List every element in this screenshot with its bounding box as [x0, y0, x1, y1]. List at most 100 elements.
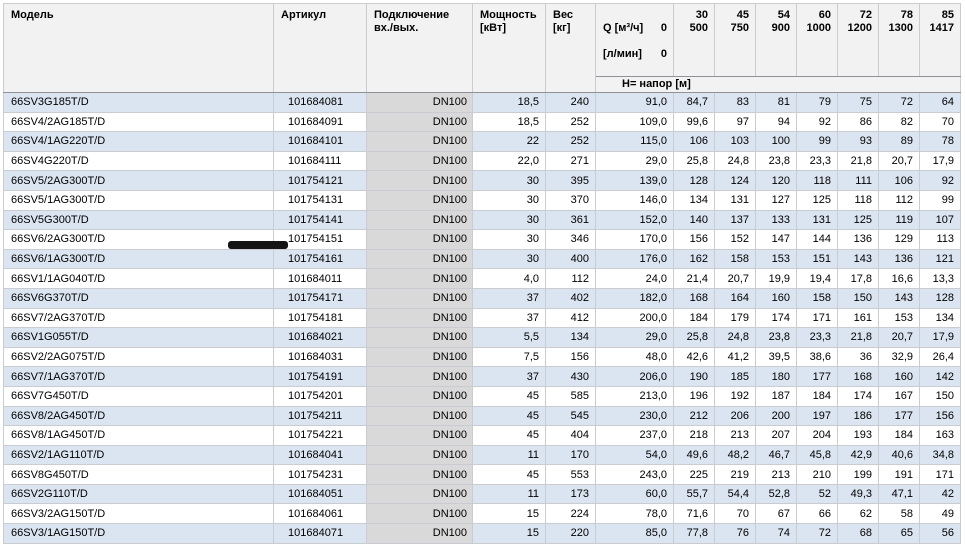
cell-head-5: 36	[837, 346, 879, 368]
cell-head-2: 213	[714, 425, 756, 446]
cell-head-2: 97	[714, 111, 756, 133]
flow-lmin-value: 900	[771, 22, 790, 34]
cell-connection: DN100	[366, 248, 473, 270]
column-header-power: Мощность [кВт]	[472, 3, 546, 93]
table-row: 66SV3/1AG150T/D 101684071 DN100 15 220 85,0 77…	[3, 523, 961, 544]
cell-power: 45	[472, 425, 546, 446]
cell-head-1: 128	[673, 170, 715, 191]
cell-head-5: 62	[837, 503, 879, 525]
cell-head-0: 29,0	[595, 150, 674, 172]
cell-head-1: 162	[673, 248, 715, 270]
table-row: 66SV5G300T/D 101754141 DN100 30 361 152,0 140 1…	[3, 209, 961, 231]
cell-head-6: 58	[878, 503, 920, 525]
cell-model: 66SV2/2AG075T/D	[3, 346, 274, 368]
cell-head-7: 56	[919, 523, 961, 544]
cell-head-4: 151	[796, 248, 838, 270]
cell-head-1: 184	[673, 307, 715, 329]
flow-unit-label-lmin: [л/мин]	[603, 48, 642, 60]
cell-article: 101684051	[273, 483, 367, 505]
cell-head-2: 185	[714, 366, 756, 387]
cell-head-0: 176,0	[595, 248, 674, 270]
cell-head-1: 71,6	[673, 503, 715, 525]
cell-head-2: 41,2	[714, 346, 756, 368]
cell-head-7: 171	[919, 464, 961, 485]
flow-lmin-value: 500	[689, 22, 708, 34]
cell-connection: DN100	[366, 92, 473, 113]
cell-head-5: 143	[837, 248, 879, 270]
cell-head-3: 160	[755, 287, 797, 309]
cell-head-6: 112	[878, 189, 920, 211]
flow-m3h-value: 85	[941, 9, 954, 21]
cell-head-7: 49	[919, 503, 961, 525]
table-row: 66SV4/1AG220T/D 101684101 DN100 22 252 115,0 1…	[3, 131, 961, 152]
table-row: 66SV6/1AG300T/D 101754161 DN100 30 400 176,0 1…	[3, 248, 961, 270]
cell-connection: DN100	[366, 503, 473, 525]
table-row: 66SV4/2AG185T/D 101684091 DN100 18,5 252 109,…	[3, 111, 961, 133]
cell-model: 66SV2G110T/D	[3, 483, 274, 505]
cell-weight: 430	[545, 366, 596, 387]
cell-article: 101684041	[273, 444, 367, 466]
cell-article: 101684111	[273, 150, 367, 172]
cell-head-1: 106	[673, 131, 715, 152]
cell-model: 66SV7/1AG370T/D	[3, 366, 274, 387]
cell-head-2: 24,8	[714, 327, 756, 348]
flow-m3h-value: 72	[859, 9, 872, 21]
cell-head-2: 76	[714, 523, 756, 544]
cell-head-3: 23,8	[755, 327, 797, 348]
cell-head-7: 150	[919, 385, 961, 407]
flow-zero-lmin: 0	[660, 48, 667, 60]
cell-article: 101684011	[273, 268, 367, 289]
cell-model: 66SV6/2AG300T/D	[3, 229, 274, 250]
cell-power: 30	[472, 229, 546, 250]
column-header-model: Модель	[3, 3, 274, 93]
cell-weight: 553	[545, 464, 596, 485]
cell-head-3: 39,5	[755, 346, 797, 368]
cell-head-5: 186	[837, 405, 879, 427]
cell-head-3: 207	[755, 425, 797, 446]
cell-weight: 112	[545, 268, 596, 289]
cell-head-1: 140	[673, 209, 715, 231]
cell-head-0: 146,0	[595, 189, 674, 211]
flow-m3h-value: 30	[695, 9, 708, 21]
cell-head-1: 168	[673, 287, 715, 309]
table-row: 66SV4G220T/D 101684111 DN100 22,0 271 29,0 25,…	[3, 150, 961, 172]
flow-m3h-value: 45	[736, 9, 749, 21]
cell-head-4: 92	[796, 111, 838, 133]
cell-head-3: 100	[755, 131, 797, 152]
cell-head-3: 200	[755, 405, 797, 427]
cell-head-7: 13,3	[919, 268, 961, 289]
cell-head-1: 218	[673, 425, 715, 446]
cell-head-4: 118	[796, 170, 838, 191]
cell-head-6: 20,7	[878, 327, 920, 348]
cell-weight: 252	[545, 111, 596, 133]
cell-weight: 545	[545, 405, 596, 427]
cell-head-4: 52	[796, 483, 838, 505]
cell-head-4: 184	[796, 385, 838, 407]
cell-head-7: 142	[919, 366, 961, 387]
cell-head-5: 125	[837, 209, 879, 231]
cell-model: 66SV5/2AG300T/D	[3, 170, 274, 191]
cell-head-2: 158	[714, 248, 756, 270]
cell-head-1: 55,7	[673, 483, 715, 505]
cell-head-3: 133	[755, 209, 797, 231]
cell-head-0: 85,0	[595, 523, 674, 544]
cell-model: 66SV7/2AG370T/D	[3, 307, 274, 329]
cell-power: 5,5	[472, 327, 546, 348]
cell-head-3: 23,8	[755, 150, 797, 172]
cell-head-3: 127	[755, 189, 797, 211]
cell-power: 7,5	[472, 346, 546, 368]
column-header-flow-5: 72 1200	[837, 3, 879, 77]
cell-head-5: 118	[837, 189, 879, 211]
cell-model: 66SV8/1AG450T/D	[3, 425, 274, 446]
cell-weight: 370	[545, 189, 596, 211]
cell-head-6: 89	[878, 131, 920, 152]
table-row: 66SV6/2AG300T/D 101754151 DN100 30 346 170,0 1…	[3, 229, 961, 250]
cell-head-5: 49,3	[837, 483, 879, 505]
cell-head-3: 180	[755, 366, 797, 387]
cell-head-0: 200,0	[595, 307, 674, 329]
cell-head-3: 174	[755, 307, 797, 329]
cell-power: 18,5	[472, 111, 546, 133]
cell-article: 101684021	[273, 327, 367, 348]
cell-head-4: 19,4	[796, 268, 838, 289]
cell-model: 66SV4G220T/D	[3, 150, 274, 172]
